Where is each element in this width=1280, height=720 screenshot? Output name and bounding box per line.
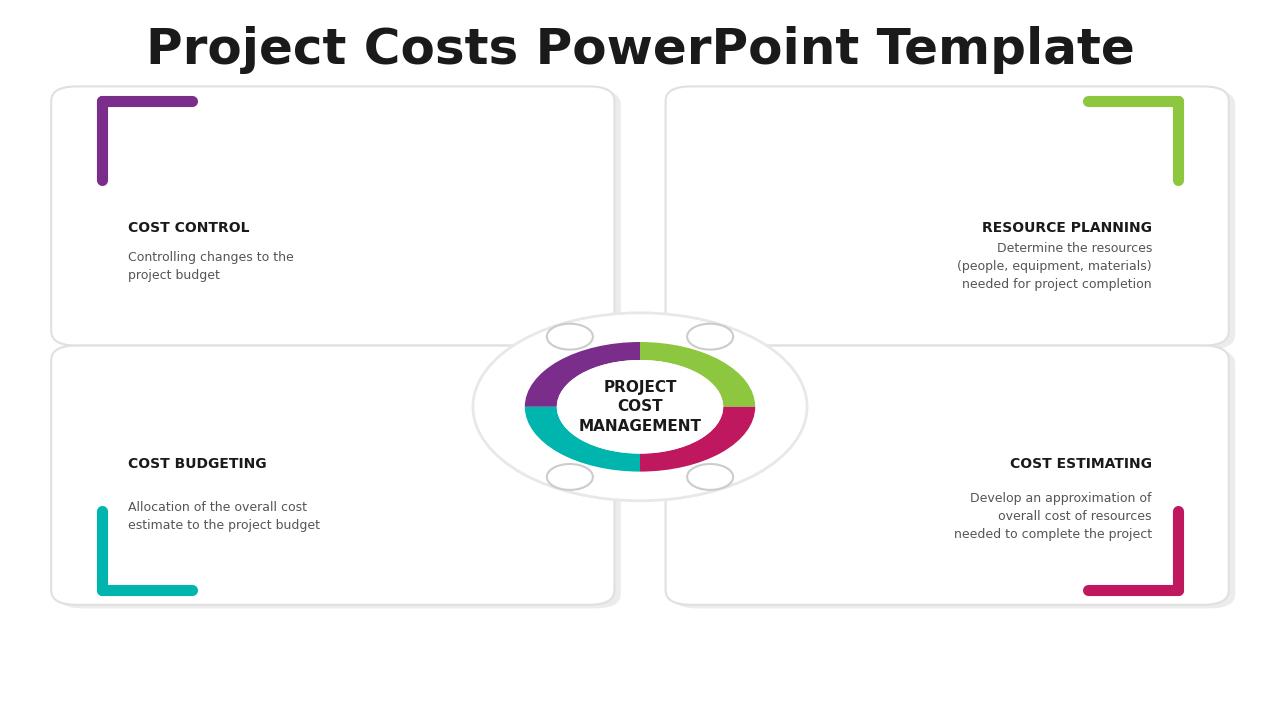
FancyBboxPatch shape: [666, 346, 1229, 605]
Text: Develop an approximation of
overall cost of resources
needed to complete the pro: Develop an approximation of overall cost…: [954, 492, 1152, 541]
Wedge shape: [525, 407, 640, 472]
Text: Project Costs PowerPoint Template: Project Costs PowerPoint Template: [146, 27, 1134, 74]
Circle shape: [474, 313, 808, 501]
Circle shape: [687, 324, 733, 350]
Circle shape: [557, 360, 723, 454]
Circle shape: [687, 464, 733, 490]
Text: COST CONTROL: COST CONTROL: [128, 220, 250, 235]
Text: COST ESTIMATING: COST ESTIMATING: [1010, 456, 1152, 471]
FancyBboxPatch shape: [58, 90, 621, 349]
FancyBboxPatch shape: [51, 346, 614, 605]
Text: PROJECT
COST
MANAGEMENT: PROJECT COST MANAGEMENT: [579, 379, 701, 434]
Wedge shape: [525, 342, 640, 407]
FancyBboxPatch shape: [666, 86, 1229, 346]
Wedge shape: [640, 407, 755, 472]
FancyBboxPatch shape: [672, 90, 1235, 349]
Wedge shape: [640, 342, 755, 407]
Text: Controlling changes to the
project budget: Controlling changes to the project budge…: [128, 251, 293, 282]
FancyBboxPatch shape: [672, 349, 1235, 608]
Text: RESOURCE PLANNING: RESOURCE PLANNING: [982, 220, 1152, 235]
Text: Determine the resources
(people, equipment, materials)
needed for project comple: Determine the resources (people, equipme…: [957, 242, 1152, 291]
Circle shape: [547, 464, 593, 490]
FancyBboxPatch shape: [58, 349, 621, 608]
Text: Allocation of the overall cost
estimate to the project budget: Allocation of the overall cost estimate …: [128, 501, 320, 532]
Text: COST BUDGETING: COST BUDGETING: [128, 456, 266, 471]
FancyBboxPatch shape: [51, 86, 614, 346]
Circle shape: [547, 324, 593, 350]
